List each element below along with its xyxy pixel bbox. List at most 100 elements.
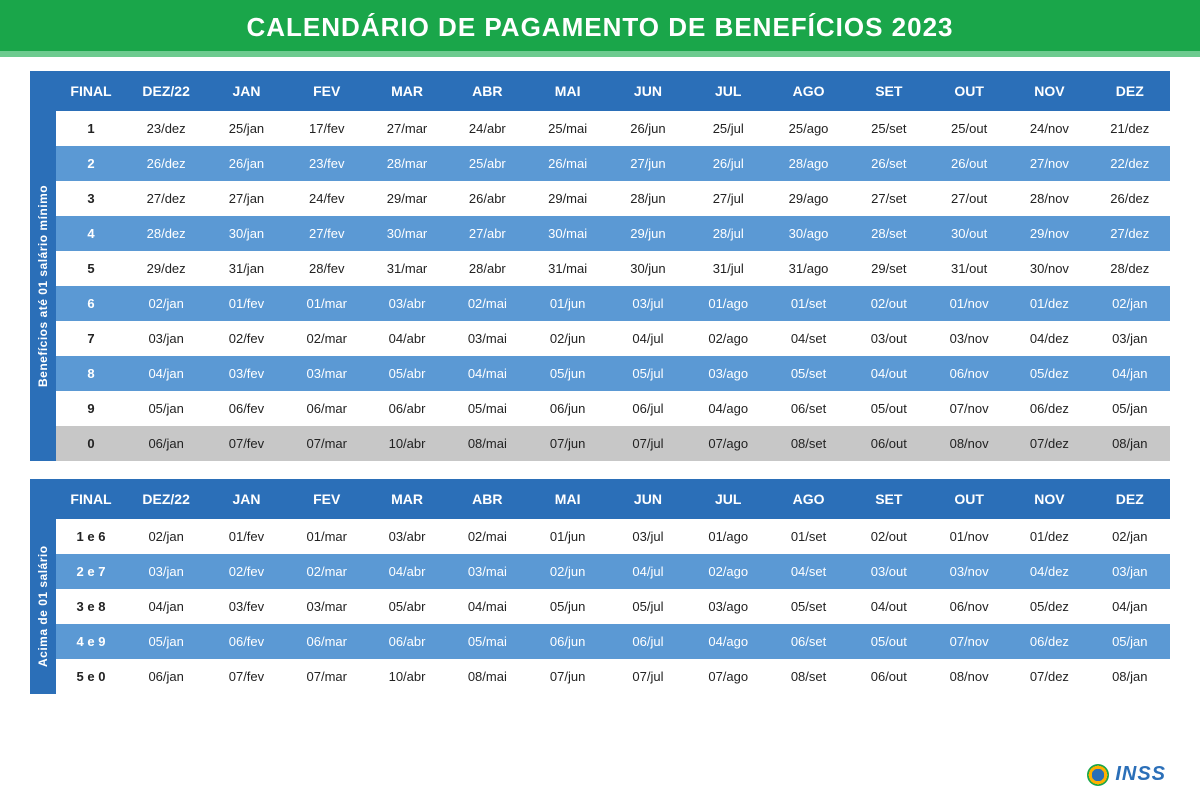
row-cell: 01/dez [1009,519,1089,554]
row-cell: 31/mai [527,251,607,286]
col-header: DEZ/22 [126,479,206,519]
col-header: JAN [206,479,286,519]
row-cell: 28/mar [367,146,447,181]
row-cell: 26/dez [126,146,206,181]
row-final: 1 e 6 [56,519,126,554]
row-cell: 27/jan [206,181,286,216]
row-cell: 04/abr [367,321,447,356]
row-cell: 02/jan [1090,519,1170,554]
row-cell: 02/out [849,519,929,554]
row-cell: 17/fev [287,111,367,146]
row-final: 5 e 0 [56,659,126,694]
col-header: FINAL [56,479,126,519]
table-2-wrap: Acima de 01 salário FINALDEZ/22JANFEVMAR… [30,479,1170,694]
row-cell: 30/ago [768,216,848,251]
row-cell: 24/abr [447,111,527,146]
table-row: 006/jan07/fev07/mar10/abr08/mai07/jun07/… [30,426,1170,461]
col-header: SET [849,479,929,519]
row-cell: 05/jan [126,391,206,426]
row-cell: 02/mai [447,286,527,321]
row-cell: 03/jan [1090,321,1170,356]
row-cell: 05/set [768,356,848,391]
row-cell: 26/set [849,146,929,181]
row-cell: 08/mai [447,659,527,694]
row-cell: 27/jun [608,146,688,181]
row-cell: 23/fev [287,146,367,181]
row-cell: 01/mar [287,286,367,321]
row-cell: 02/mai [447,519,527,554]
row-cell: 31/jan [206,251,286,286]
row-final: 0 [56,426,126,461]
row-cell: 05/dez [1009,356,1089,391]
row-final: 7 [56,321,126,356]
row-cell: 24/fev [287,181,367,216]
row-cell: 02/mar [287,554,367,589]
row-cell: 27/dez [1090,216,1170,251]
table-row: 5 e 006/jan07/fev07/mar10/abr08/mai07/ju… [30,659,1170,694]
row-final: 3 [56,181,126,216]
row-cell: 01/fev [206,286,286,321]
row-cell: 31/out [929,251,1009,286]
table-row: 905/jan06/fev06/mar06/abr05/mai06/jun06/… [30,391,1170,426]
col-header: DEZ [1090,479,1170,519]
payment-table-1: FINALDEZ/22JANFEVMARABRMAIJUNJULAGOSETOU… [30,71,1170,461]
table-row: 703/jan02/fev02/mar04/abr03/mai02/jun04/… [30,321,1170,356]
row-cell: 06/out [849,659,929,694]
row-cell: 03/mai [447,554,527,589]
row-cell: 28/abr [447,251,527,286]
row-cell: 07/mar [287,659,367,694]
row-cell: 25/mai [527,111,607,146]
col-header: AGO [768,479,848,519]
row-cell: 08/set [768,426,848,461]
row-cell: 05/abr [367,589,447,624]
table-row: 327/dez27/jan24/fev29/mar26/abr29/mai28/… [30,181,1170,216]
table-row: 1 e 602/jan01/fev01/mar03/abr02/mai01/ju… [30,519,1170,554]
row-cell: 28/set [849,216,929,251]
row-cell: 25/ago [768,111,848,146]
row-cell: 03/out [849,554,929,589]
row-cell: 06/nov [929,589,1009,624]
table-2-side-label: Acima de 01 salário [30,519,56,694]
row-cell: 29/ago [768,181,848,216]
row-cell: 04/jan [126,589,206,624]
row-cell: 04/out [849,356,929,391]
row-cell: 31/mar [367,251,447,286]
row-cell: 29/dez [126,251,206,286]
col-header: OUT [929,479,1009,519]
table-row: 2 e 703/jan02/fev02/mar04/abr03/mai02/ju… [30,554,1170,589]
row-cell: 26/dez [1090,181,1170,216]
footer-text: INSS [1115,763,1166,786]
row-cell: 03/nov [929,321,1009,356]
row-cell: 03/fev [206,589,286,624]
row-cell: 02/fev [206,554,286,589]
row-cell: 05/dez [1009,589,1089,624]
row-cell: 01/dez [1009,286,1089,321]
row-cell: 30/jan [206,216,286,251]
row-cell: 03/mar [287,356,367,391]
table-row: 804/jan03/fev03/mar05/abr04/mai05/jun05/… [30,356,1170,391]
row-cell: 02/jun [527,554,607,589]
col-header: JAN [206,71,286,111]
row-cell: 06/dez [1009,391,1089,426]
page-title: CALENDÁRIO DE PAGAMENTO DE BENEFÍCIOS 20… [0,0,1200,57]
row-cell: 01/nov [929,519,1009,554]
row-cell: 06/jun [527,391,607,426]
row-cell: 03/mai [447,321,527,356]
row-final: 2 e 7 [56,554,126,589]
row-cell: 03/nov [929,554,1009,589]
row-cell: 01/fev [206,519,286,554]
payment-table-2: FINALDEZ/22JANFEVMARABRMAIJUNJULAGOSETOU… [30,479,1170,694]
row-cell: 04/mai [447,589,527,624]
row-cell: 29/jun [608,216,688,251]
row-cell: 07/ago [688,426,768,461]
row-cell: 07/fev [206,659,286,694]
row-cell: 03/jul [608,519,688,554]
row-cell: 27/abr [447,216,527,251]
row-cell: 03/jan [126,554,206,589]
row-cell: 10/abr [367,659,447,694]
row-cell: 03/abr [367,519,447,554]
row-cell: 27/set [849,181,929,216]
col-header: DEZ/22 [126,71,206,111]
col-header: JUL [688,71,768,111]
row-cell: 01/jun [527,519,607,554]
